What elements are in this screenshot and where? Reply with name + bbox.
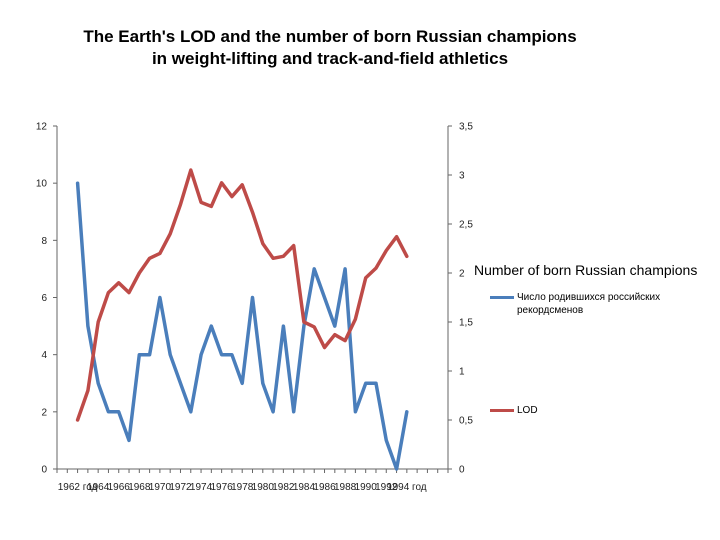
x-tick-label: 1986 <box>313 482 336 493</box>
x-tick-label: 1978 <box>231 482 254 493</box>
left-axis-ticks: 0 2 4 6 8 10 12 <box>36 122 57 476</box>
legend-swatch-lod <box>490 409 514 412</box>
x-tick-label: 1974 <box>190 482 213 493</box>
left-tick-label: 4 <box>41 350 47 361</box>
right-tick-label: 1,5 <box>459 318 473 329</box>
x-tick-label: 1972 <box>169 482 192 493</box>
series-line-lod <box>75 168 409 422</box>
x-tick-label: 1962 год <box>58 482 98 493</box>
x-tick-label: 1988 <box>334 482 357 493</box>
x-tick-label: 1992 <box>375 482 398 493</box>
right-tick-label: 1 <box>459 367 465 378</box>
right-tick-label: 2,5 <box>459 220 473 231</box>
x-tick-label: 1980 <box>252 482 275 493</box>
legend-label-champions: Число родившихся российских рекордсменов <box>517 292 661 316</box>
chart-title-line-2: in weight-lifting and track-and-field at… <box>151 49 509 68</box>
x-tick-label: 1976 <box>211 482 234 493</box>
left-tick-label: 6 <box>41 293 47 304</box>
left-tick-label: 0 <box>41 465 47 476</box>
left-tick-label: 10 <box>36 179 48 190</box>
left-tick-label: 12 <box>36 122 48 133</box>
right-tick-label: 2 <box>459 269 465 280</box>
right-tick-label: 0,5 <box>459 416 473 427</box>
x-tick-label: 1968 <box>128 482 151 493</box>
legend-swatch-champions <box>490 296 514 299</box>
legend-title: Number of born Russian champions <box>474 262 698 278</box>
series-line-champions <box>75 181 409 471</box>
right-tick-label: 3 <box>459 171 465 182</box>
x-tick-label: 1970 <box>149 482 172 493</box>
series-lines <box>75 168 409 471</box>
x-tick-label: 1966 <box>108 482 131 493</box>
x-tick-label: 1990 <box>355 482 378 493</box>
left-tick-label: 8 <box>41 236 47 247</box>
chart-title-line-1: The Earth's LOD and the number of born R… <box>83 27 577 46</box>
x-axis-ticks: 1962 год19641966196819701972197419761978… <box>58 482 427 493</box>
x-tick-label: 1984 <box>293 482 316 493</box>
right-tick-label: 0 <box>459 465 465 476</box>
legend-label-lod: LOD <box>517 405 538 416</box>
right-tick-label: 3,5 <box>459 122 473 133</box>
x-tick-label: 1982 <box>272 482 295 493</box>
x-tick-label: 1964 <box>87 482 110 493</box>
right-axis-ticks: 0 0,5 1 1,5 2 2,5 3 3,5 <box>448 122 473 476</box>
left-tick-label: 2 <box>41 407 47 418</box>
x-tick-label: 1994 год <box>387 482 427 493</box>
